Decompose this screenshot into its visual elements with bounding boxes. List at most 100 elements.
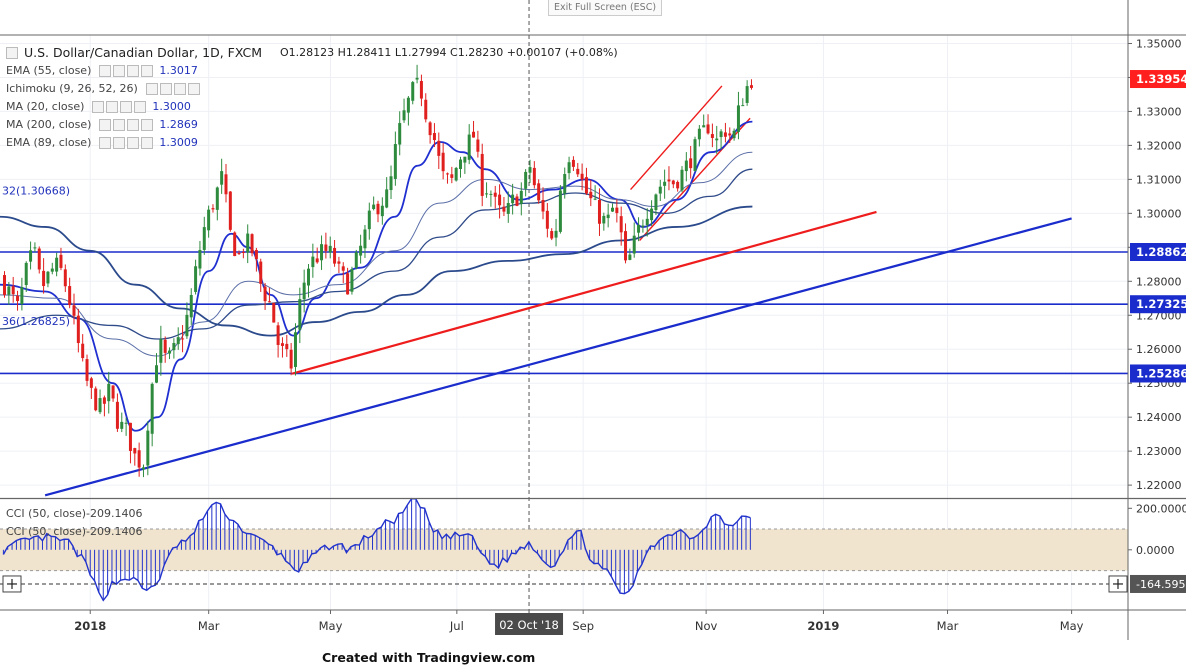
candle-body (202, 227, 206, 250)
legend-buttons (92, 101, 147, 113)
cci-legend: CCI (50, close) -209.1406 CCI (50, close) -… (6, 505, 142, 541)
candle-body (337, 261, 341, 264)
indicator-legend-row[interactable]: EMA (55, close) 1.3017 (6, 62, 618, 80)
close-icon[interactable] (141, 119, 154, 131)
more-icon[interactable] (127, 137, 140, 149)
close-icon[interactable] (187, 83, 200, 95)
more-icon[interactable] (127, 65, 140, 77)
candle-body (702, 125, 706, 128)
collapse-icon[interactable] (6, 47, 18, 59)
close-icon[interactable] (141, 65, 154, 77)
ma-line (0, 168, 753, 340)
candle-body (354, 252, 358, 268)
eye-icon[interactable] (92, 101, 105, 113)
candle-body (571, 159, 575, 167)
candle-body (189, 294, 193, 318)
candle-body (671, 180, 675, 185)
y-tick-label: 1.30000 (1136, 207, 1182, 220)
level-price-tag-text: 1.27325 (1136, 297, 1186, 311)
settings-icon[interactable] (113, 119, 126, 131)
candle-body (346, 273, 350, 295)
eye-icon[interactable] (145, 83, 158, 95)
cci-legend-row[interactable]: CCI (50, close) -209.1406 (6, 523, 142, 541)
candle-body (37, 248, 41, 270)
cci-current-tag-text: -164.5959 (1136, 578, 1186, 591)
candle-body (723, 132, 727, 137)
candle-body (380, 205, 384, 217)
candle-body (272, 302, 276, 323)
candle-body (419, 81, 423, 99)
candle-body (68, 286, 72, 306)
cci-legend-value: -209.1406 (86, 525, 143, 538)
ma-line (0, 205, 753, 337)
indicator-legend-value: 1.3017 (159, 64, 198, 77)
trend-line-channel-lower (639, 117, 751, 241)
credit-text: Created with Tradingview.com (322, 650, 536, 665)
candle-body (506, 203, 510, 214)
eye-icon[interactable] (99, 137, 112, 149)
candle-body (441, 152, 445, 172)
eye-icon[interactable] (99, 119, 112, 131)
cci-legend-label: CCI (50, close) (6, 507, 87, 520)
candle-body (393, 144, 397, 179)
candle-body (24, 262, 28, 286)
candle-body (402, 110, 406, 121)
cci-legend-value: -209.1406 (86, 507, 143, 520)
cci-legend-label: CCI (50, close) (6, 525, 87, 538)
candle-body (632, 235, 636, 254)
indicator-legend-value: 1.3000 (152, 100, 191, 113)
eye-icon[interactable] (99, 65, 112, 77)
candle-body (467, 134, 471, 160)
candle-body (102, 397, 106, 404)
legend-buttons (99, 137, 154, 149)
candle-body (293, 332, 297, 367)
candle-body (254, 249, 258, 260)
more-icon[interactable] (120, 101, 133, 113)
settings-icon[interactable] (113, 137, 126, 149)
more-icon[interactable] (127, 119, 140, 131)
candle-body (693, 139, 697, 172)
more-icon[interactable] (173, 83, 186, 95)
moving-averages (0, 120, 753, 432)
indicator-legend-label: MA (200, close) (6, 118, 92, 131)
candle-body (463, 156, 467, 163)
candle-body (715, 138, 719, 141)
candle-body (619, 216, 623, 233)
candle-body (324, 244, 328, 251)
symbol-title[interactable]: U.S. Dollar/Canadian Dollar, 1D, FXCM (24, 45, 263, 60)
candle-body (367, 210, 371, 230)
time-axis[interactable]: 2018 Mar May Jul Sep Nov 2019 Mar May 02 Oct '18 (74, 610, 1084, 635)
indicator-legend-row[interactable]: EMA (89, close) 1.3009 (6, 134, 618, 152)
fib-label-upper: 32(1.30668) (2, 185, 70, 198)
indicator-legend-row[interactable]: MA (200, close) 1.2869 (6, 116, 618, 134)
cci-legend-row[interactable]: CCI (50, close) -209.1406 (6, 505, 142, 523)
x-tick-label: Sep (572, 619, 594, 633)
candle-body (59, 254, 63, 268)
candle-body (511, 194, 515, 204)
close-icon[interactable] (141, 137, 154, 149)
crosshair-date-tag (495, 613, 564, 635)
candle-body (224, 174, 228, 195)
symbol-row: U.S. Dollar/Canadian Dollar, 1D, FXCM O1… (6, 44, 618, 62)
candle-body (237, 253, 241, 255)
candle-body (150, 383, 154, 434)
settings-icon[interactable] (106, 101, 119, 113)
candle-body (55, 257, 59, 272)
candle-body (415, 77, 419, 80)
indicator-legend-row[interactable]: MA (20, close) 1.3000 (6, 98, 618, 116)
settings-icon[interactable] (113, 65, 126, 77)
candle-body (445, 173, 449, 175)
exit-fullscreen-button[interactable]: Exit Full Screen (ESC) (548, 0, 663, 16)
candle-body (541, 199, 545, 212)
close-icon[interactable] (134, 101, 147, 113)
indicator-legend-label: Ichimoku (9, 26, 52, 26) (6, 82, 138, 95)
candle-body (263, 286, 267, 302)
candle-body (7, 286, 11, 295)
candle-body (267, 301, 271, 303)
candle-body (597, 199, 601, 224)
y-tick-label: 1.33000 (1136, 105, 1182, 118)
indicator-legend-label: EMA (55, close) (6, 64, 92, 77)
settings-icon[interactable] (159, 83, 172, 95)
indicator-legend-row[interactable]: Ichimoku (9, 26, 52, 26) (6, 80, 618, 98)
